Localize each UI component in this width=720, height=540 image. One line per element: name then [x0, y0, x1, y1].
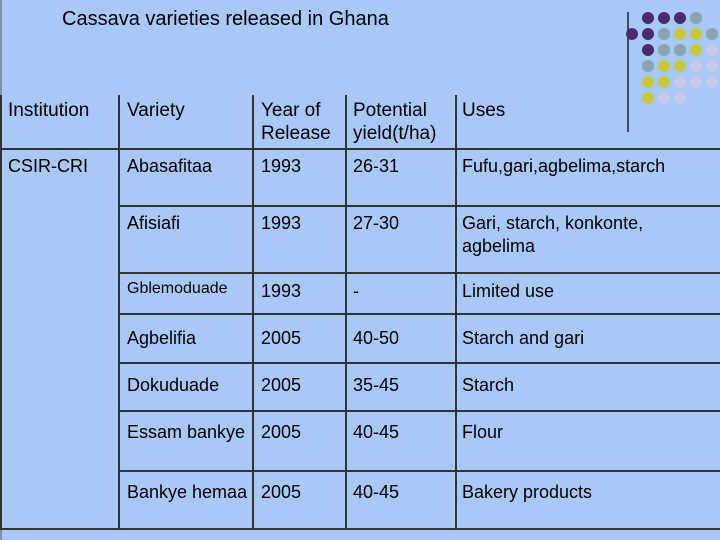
- table-cell: 40-50: [353, 328, 400, 348]
- column-line: [118, 95, 120, 529]
- table-cell: 2005: [261, 422, 302, 442]
- table-cell: 1993: [261, 213, 302, 233]
- table-cell: Essam bankye: [127, 422, 246, 442]
- table-cell: 35-45: [353, 375, 400, 395]
- column-header: Year of Release: [261, 100, 331, 144]
- table-cell: Bankye hemaa: [127, 482, 248, 502]
- table-cell: 2005: [261, 482, 302, 502]
- table-cell: Bakery products: [462, 482, 593, 502]
- column-line: [345, 95, 347, 529]
- row-line: [118, 470, 720, 472]
- table-cell: 26-31: [353, 156, 400, 176]
- table-cell: Gblemoduade: [127, 280, 228, 297]
- table-cell: 1993: [261, 281, 302, 301]
- row-line: [118, 410, 720, 412]
- table-cell: 40-45: [353, 482, 400, 502]
- dot-grid: [626, 12, 718, 104]
- table-cell: 2005: [261, 375, 302, 395]
- table-cell: 40-45: [353, 422, 400, 442]
- table-cell: -: [353, 281, 359, 301]
- table-cell: 1993: [261, 156, 302, 176]
- table-cell: Limited use: [462, 281, 555, 301]
- column-header: Institution: [8, 100, 90, 121]
- row-line: [118, 362, 720, 364]
- table-cell: Agbelifia: [127, 328, 197, 348]
- row-line: [118, 272, 720, 274]
- column-header: Potential yield(t/ha): [353, 100, 437, 144]
- column-line: [455, 95, 457, 529]
- left-border: [0, 95, 2, 529]
- row-line: [0, 148, 720, 150]
- institution-cell: CSIR-CRI: [8, 156, 88, 176]
- table-cell: Flour: [462, 422, 504, 442]
- column-header: Uses: [462, 100, 506, 121]
- row-line: [0, 528, 720, 530]
- row-line: [118, 205, 720, 207]
- table-cell: Dokuduade: [127, 375, 220, 395]
- column-line: [252, 95, 254, 529]
- row-line: [118, 313, 720, 315]
- table-cell: Starch: [462, 375, 515, 395]
- column-header: Variety: [127, 100, 185, 121]
- table-cell: Afisiafi: [127, 213, 181, 233]
- table-cell: Starch and gari: [462, 328, 585, 348]
- table-cell: Gari, starch, konkonte, agbelima: [462, 213, 644, 256]
- table-cell: 27-30: [353, 213, 400, 233]
- table-cell: 2005: [261, 328, 302, 348]
- table-cell: Fufu,gari,agbelima,starch: [462, 156, 666, 176]
- slide-title: Cassava varieties released in Ghana: [62, 8, 389, 30]
- table-cell: Abasafitaa: [127, 156, 213, 176]
